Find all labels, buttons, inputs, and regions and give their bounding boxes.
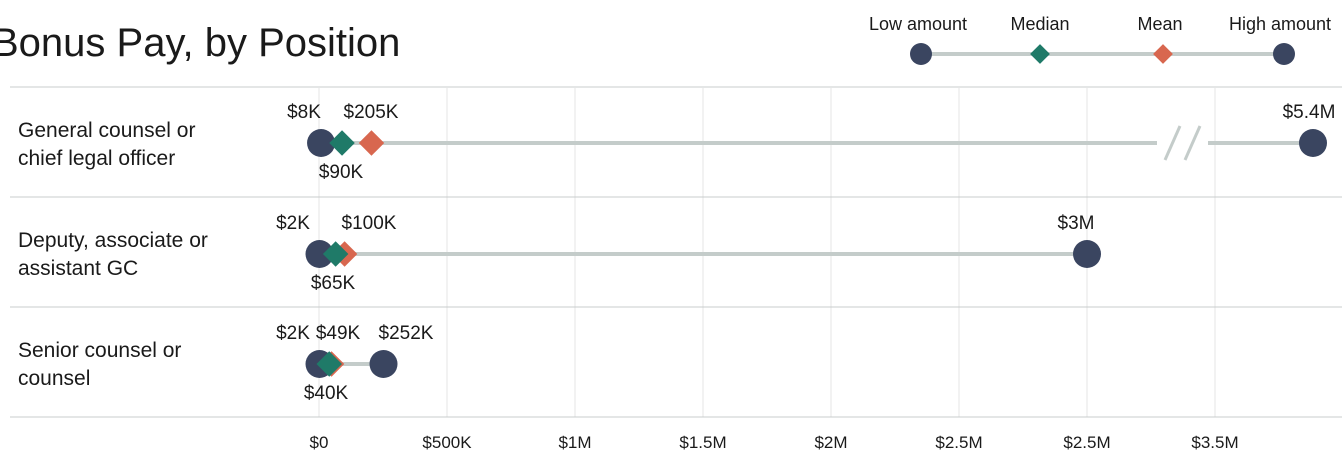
- low-label-2: $2K: [276, 323, 310, 344]
- low-dot-1: [305, 240, 334, 268]
- high-dot-2: [369, 350, 398, 378]
- low-dot-0: [307, 129, 336, 157]
- legend-label-low: Low amount: [869, 14, 967, 34]
- category-label-senior-line2: counsel: [18, 367, 90, 390]
- median-label-2: $40K: [304, 383, 349, 404]
- category-label-deputy-line2: assistant GC: [18, 257, 138, 280]
- category-label-deputy-line1: Deputy, associate or: [18, 229, 208, 252]
- median-diamond-0: [329, 130, 355, 156]
- legend-marker-high: [1273, 43, 1295, 65]
- high-dot-0: [1299, 129, 1327, 157]
- chart-title: Bonus Pay, by Position: [0, 21, 400, 65]
- legend-label-median: Median: [1010, 14, 1069, 34]
- x-axis-ticks: $0 $500K $1M $1.5M $2M $2.5M $2.5M $3.5M: [310, 433, 1239, 450]
- mean-label-2: $49K: [316, 323, 361, 344]
- high-dot-1: [1073, 240, 1101, 268]
- row-dividers: [10, 86, 1342, 418]
- low-label-0: $8K: [287, 102, 321, 123]
- mean-label-0: $205K: [344, 102, 399, 123]
- high-label-1: $3M: [1058, 213, 1095, 234]
- row-0: $8K $205K $90K $5.4M: [287, 102, 1335, 183]
- legend-label-mean: Mean: [1137, 14, 1182, 34]
- median-label-0: $90K: [319, 162, 364, 183]
- legend-marker-low: [910, 43, 932, 65]
- x-tick-label-0: $0: [310, 433, 329, 450]
- category-label-gc-line2: chief legal officer: [18, 147, 175, 170]
- category-label-senior-line1: Senior counsel or: [18, 339, 181, 362]
- category-label-gc-line1: General counsel or: [18, 119, 195, 142]
- mean-diamond-0: [358, 130, 385, 156]
- axis-break-mark-0-a: [1163, 125, 1182, 161]
- axis-break-mark-0-b: [1183, 125, 1202, 161]
- median-diamond-2: [316, 351, 342, 377]
- low-label-1: $2K: [276, 213, 310, 234]
- x-tick-label-1: $500K: [422, 433, 472, 450]
- legend-label-high: High amount: [1229, 14, 1331, 34]
- x-tick-label-4: $2M: [814, 433, 847, 450]
- median-label-1: $65K: [311, 273, 356, 294]
- high-label-2: $252K: [379, 323, 434, 344]
- mean-label-1: $100K: [342, 213, 397, 234]
- x-tick-label-7: $3.5M: [1191, 433, 1238, 450]
- legend-marker-median: [1030, 44, 1050, 64]
- chart-marks: $8K $205K$90K$5.4M$2K $100K$65K$3M$2K $49K$…: [276, 102, 1335, 404]
- median-diamond-1: [322, 241, 349, 267]
- x-tick-label-5: $2.5M: [935, 433, 982, 450]
- x-tick-label-2: $1M: [558, 433, 591, 450]
- legend-marker-mean: [1153, 44, 1173, 64]
- legend: Low amount Median Mean High amount: [869, 14, 1331, 65]
- row-1: $2K $100K $65K $3M: [276, 213, 1101, 294]
- row-2: $2K $49K $40K $252K: [276, 323, 434, 404]
- x-tick-label-6: $2.5M: [1063, 433, 1110, 450]
- high-label-0: $5.4M: [1283, 102, 1336, 123]
- x-tick-label-3: $1.5M: [679, 433, 726, 450]
